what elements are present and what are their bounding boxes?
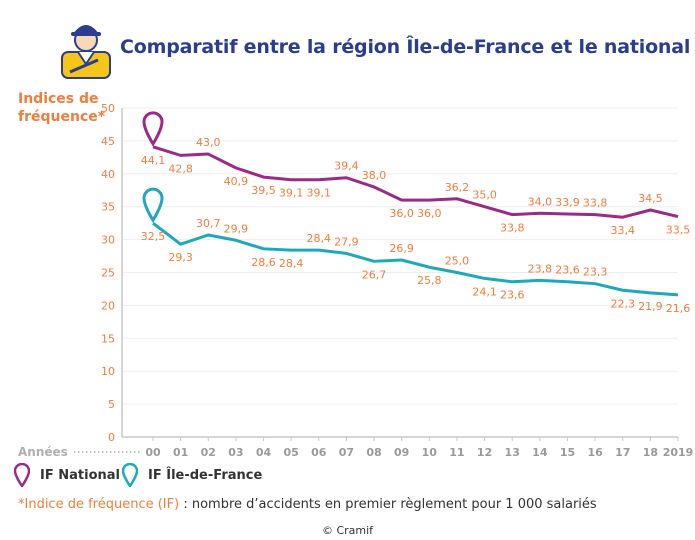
x-tick-label: 10 [422,446,438,459]
pin-national-icon [142,111,164,147]
data-label: 35,0 [472,189,497,202]
page-title: Comparatif entre la région Île-de-France… [120,36,691,58]
data-label: 39,4 [334,160,359,173]
copyright: © Cramif [321,524,374,537]
pin-shape [142,111,164,147]
x-tick-label: 14 [532,446,548,459]
data-label: 33,8 [583,197,608,210]
x-tick-label: 12 [477,446,492,459]
data-label: 36,2 [445,181,470,194]
data-label: 23,8 [528,262,553,275]
data-label: 44,1 [141,154,166,167]
series-line-national [152,145,679,219]
x-tick-label: 01 [173,446,188,459]
x-tick-label: 09 [394,446,409,459]
x-tick-label: 13 [505,446,520,459]
x-tick-label: 03 [228,446,243,459]
data-label: 26,9 [389,242,414,255]
y-tick-label: 15 [101,332,115,345]
x-tick-label: 06 [311,446,327,459]
x-tick-label: 04 [256,446,272,459]
x-tick-label: 05 [284,446,299,459]
data-label: 22,3 [610,297,635,310]
series-start-markers [142,111,164,223]
data-label: 34,0 [528,195,553,208]
data-label: 21,6 [666,302,691,315]
point-labels: 44,142,843,040,939,5 39,1 39,139,438,036,0… [141,136,691,315]
data-label: 39,5 [251,184,276,197]
x-tick-label: 18 [643,446,658,459]
data-label: 21,9 [638,300,663,313]
line-chart: 44,142,843,040,939,5 39,1 39,139,438,036,0… [18,102,693,459]
x-tick-label: 02 [201,446,216,459]
series-line-idf [152,221,679,297]
x-axis-label: Années [18,445,68,459]
x-tick-label: 00 [145,446,161,459]
data-label: 43,0 [196,136,221,149]
data-label: 36,0 [389,207,414,220]
y-axis-label: Indices de fréquence* [18,91,106,125]
x-tick-label: 08 [366,446,381,459]
y-tick-label: 10 [101,365,115,378]
y-tick-label: 5 [108,398,115,411]
data-label: 28,4 [279,257,304,270]
data-label: 33,5 [666,224,691,237]
data-label: 40,9 [224,175,249,188]
worker-hardhat-icon [61,25,111,79]
data-label: 25,8 [417,274,442,287]
data-label: 39,1 [307,187,332,200]
data-label: 42,8 [168,162,193,175]
y-tick-label: 35 [101,201,115,214]
data-label: 29,9 [224,222,249,235]
data-label: 38,0 [362,169,387,182]
pin-idf-icon [142,187,164,223]
x-tick-label: 2019 [663,446,694,459]
y-tick-label: 25 [101,267,115,280]
data-label: 33,4 [610,224,635,237]
data-label: 36,0 [417,207,442,220]
footnote-highlight: *Indice de fréquence (IF) [18,497,180,512]
data-label: 39,1 [279,187,304,200]
x-tick-label: 17 [615,446,630,459]
data-label: 23,3 [583,266,608,279]
data-label: 24,1 [472,285,497,298]
data-label: 27,9 [334,235,359,248]
y-tick-label: 0 [108,431,115,444]
legend-pin-idf-icon [122,463,138,487]
data-label: 33,9 [555,196,580,209]
data-label: 29,3 [168,251,193,264]
data-label: 26,7 [362,268,387,281]
data-label: 32,5 [141,230,166,243]
data-label: 23,6 [500,289,525,302]
pin-shape [142,187,164,223]
footnote: *Indice de fréquence (IF) : nombre d’acc… [18,497,597,512]
legend-national: IF National [40,468,120,483]
y-tick-label: 20 [101,299,115,312]
data-label: 28,6 [251,256,276,269]
y-tick-label: 45 [101,135,115,148]
data-label: 34,5 [638,192,663,205]
footnote-text: : nombre d’accidents en premier règlemen… [179,497,597,512]
legend-idf: IF Île-de-France [148,468,263,483]
x-tick-label: 16 [587,446,603,459]
data-label: 25,0 [445,255,470,268]
series-lines [152,145,679,297]
data-label: 33,8 [500,222,525,235]
y-tick-label: 30 [101,234,115,247]
grid-lines [122,107,678,405]
x-tick-label: 15 [560,446,575,459]
data-label: 28,4 [307,232,332,245]
axes [121,108,678,438]
legend-pin-national-icon [14,463,30,487]
data-label: 30,7 [196,217,221,230]
x-tick-label: 11 [449,446,464,459]
data-label: 23,6 [555,264,580,277]
y-tick-label: 40 [101,168,115,181]
x-tick-label: 07 [339,446,354,459]
y-tick-label: 50 [101,102,115,115]
